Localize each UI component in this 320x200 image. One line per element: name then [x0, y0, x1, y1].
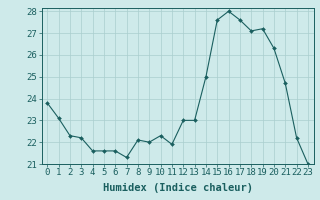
X-axis label: Humidex (Indice chaleur): Humidex (Indice chaleur) [103, 183, 252, 193]
